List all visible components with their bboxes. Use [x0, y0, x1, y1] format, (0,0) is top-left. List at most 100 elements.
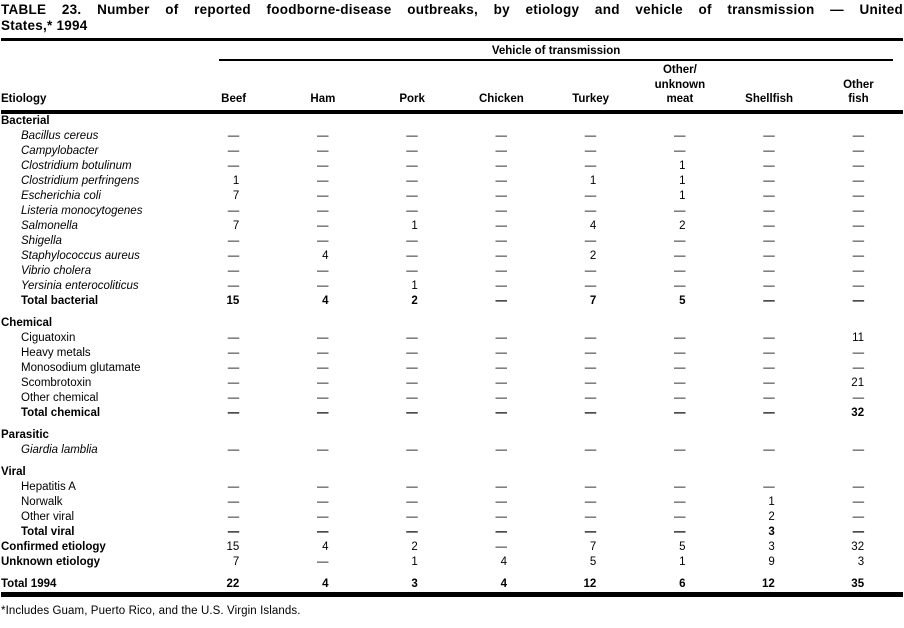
value-cell: —: [674, 391, 686, 404]
value-cell: 1: [768, 495, 775, 508]
value-cell: 1: [411, 555, 418, 568]
value-cell: —: [763, 129, 775, 142]
value-cell: [635, 112, 724, 129]
value-cell: —: [674, 279, 686, 292]
value-cell: —: [495, 174, 508, 187]
value-cell: —: [227, 525, 240, 538]
value-cell: 15: [226, 540, 240, 553]
etiology-cell: Norwalk: [21, 495, 63, 508]
table-title: TABLE 23. Number of reported foodborne-d…: [1, 2, 903, 33]
etiology-cell: Staphylococcus aureus: [21, 249, 140, 262]
value-cell: 12: [724, 576, 814, 597]
value-cell: —: [763, 189, 775, 202]
table-row: Giardia lamblia — — — — — — — —: [1, 443, 903, 458]
title-divider-rule: [1, 38, 903, 41]
value-cell: —: [584, 376, 597, 389]
value-cell: —: [584, 264, 597, 277]
value-cell: —: [852, 234, 865, 247]
table-row: Salmonella 7 — 1 — 4 2 — —: [1, 219, 903, 234]
value-cell: —: [495, 346, 508, 359]
value-cell: 7: [589, 540, 597, 553]
value-cell: —: [674, 406, 686, 419]
value-cell: [368, 465, 457, 480]
value-cell: 7: [232, 189, 240, 202]
value-cell: —: [495, 443, 508, 456]
value-cell: —: [495, 294, 508, 307]
spanner-spacer-cell: [1, 41, 189, 61]
value-cell: [457, 112, 546, 129]
value-cell: 4: [589, 219, 597, 232]
value-cell: 7: [232, 555, 240, 568]
value-cell: —: [406, 129, 418, 142]
etiology-cell: Clostridium botulinum: [21, 159, 132, 172]
value-cell: —: [317, 219, 329, 232]
value-cell: —: [406, 376, 418, 389]
value-cell: —: [406, 510, 418, 523]
value-cell: 4: [456, 576, 546, 597]
value-cell: 1: [411, 279, 418, 292]
spacer-row: [1, 570, 903, 577]
value-cell: —: [495, 331, 508, 344]
table-row: Shigella — — — — — — — —: [1, 234, 903, 249]
spacer-cell: [1, 458, 903, 465]
etiology-cell: Ciguatoxin: [21, 331, 76, 344]
value-cell: —: [495, 406, 508, 419]
etiology-cell: Listeria monocytogenes: [21, 204, 143, 217]
value-cell: [546, 316, 635, 331]
value-cell: —: [674, 495, 686, 508]
value-cell: 2: [411, 540, 418, 553]
value-cell: —: [406, 204, 418, 217]
value-cell: —: [406, 361, 418, 374]
value-cell: —: [227, 495, 240, 508]
etiology-cell: Other chemical: [21, 391, 99, 404]
value-cell: —: [852, 495, 865, 508]
section-row: Bacterial: [1, 112, 903, 129]
value-cell: —: [674, 480, 686, 493]
table-row: Scombrotoxin — — — — — — — 21: [1, 376, 903, 391]
table-row: Other chemical — — — — — — — —: [1, 391, 903, 406]
value-cell: —: [852, 129, 865, 142]
table-footnote: *Includes Guam, Puerto Rico, and the U.S…: [1, 604, 301, 617]
value-cell: [189, 316, 278, 331]
value-cell: [635, 316, 724, 331]
value-cell: —: [852, 144, 865, 157]
value-cell: —: [406, 346, 418, 359]
value-cell: 2: [679, 219, 686, 232]
etiology-cell: Hepatitis A: [21, 480, 76, 493]
table-row: Staphylococcus aureus — 4 — — 2 — — —: [1, 249, 903, 264]
value-cell: —: [852, 510, 865, 523]
value-cell: [814, 428, 903, 443]
etiology-cell: Giardia lamblia: [21, 443, 98, 456]
value-cell: [725, 428, 814, 443]
etiology-cell: Shigella: [21, 234, 62, 247]
etiology-cell: Total viral: [21, 525, 75, 538]
value-cell: —: [852, 525, 865, 538]
value-cell: 7: [589, 294, 597, 307]
value-cell: —: [674, 346, 686, 359]
value-cell: —: [584, 525, 597, 538]
value-cell: —: [227, 361, 240, 374]
value-cell: —: [406, 495, 418, 508]
value-cell: —: [852, 204, 865, 217]
value-cell: [189, 112, 278, 129]
value-cell: [368, 316, 457, 331]
table-row: Listeria monocytogenes — — — — — — — —: [1, 204, 903, 219]
section-row: Parasitic: [1, 428, 903, 443]
value-cell: —: [317, 279, 329, 292]
value-cell: [278, 428, 367, 443]
section-row: Chemical: [1, 316, 903, 331]
value-cell: —: [852, 391, 865, 404]
value-cell: —: [317, 129, 329, 142]
value-cell: —: [763, 249, 775, 262]
value-cell: 3: [768, 525, 775, 538]
column-header: Other/ unknown meat: [635, 61, 725, 114]
value-cell: —: [495, 376, 508, 389]
etiology-cell: Escherichia coli: [21, 189, 101, 202]
outbreaks-table: Vehicle of transmission Etiology Beef Ham…: [1, 41, 904, 597]
value-cell: —: [495, 540, 508, 553]
vehicle-spanner-label: Vehicle of transmission: [219, 44, 894, 61]
spacer-cell: [1, 570, 903, 577]
value-cell: —: [227, 264, 240, 277]
table-row: Total viral — — — — — — 3 —: [1, 525, 903, 540]
